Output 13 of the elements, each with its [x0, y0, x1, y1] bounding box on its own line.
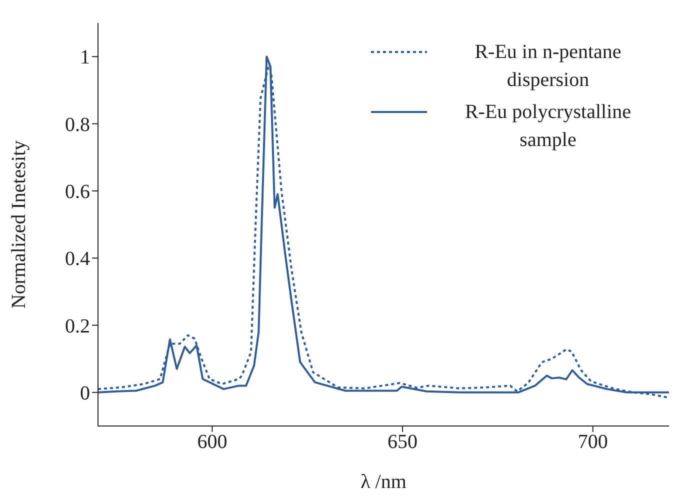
y-tick-label: 0.4 — [65, 248, 90, 270]
x-tick-label: 600 — [197, 431, 228, 454]
y-axis-title: Normalized Inetesity — [8, 140, 30, 309]
legend-label: R-Eu in n-pentane dispersion — [474, 40, 622, 93]
y-tick-label: 0 — [80, 382, 90, 405]
y-tick-label: 0.6 — [65, 181, 90, 204]
x-axis-title: λ /nm — [360, 471, 407, 493]
legend-label: R-Eu polycrystalline sample — [464, 100, 632, 153]
x-tick-label: 650 — [388, 431, 418, 454]
y-tick-label: 0.8 — [65, 114, 90, 136]
y-tick-label: 1 — [80, 46, 90, 69]
x-tick-label: 700 — [578, 431, 608, 454]
y-tick-label: 0.2 — [65, 315, 90, 338]
